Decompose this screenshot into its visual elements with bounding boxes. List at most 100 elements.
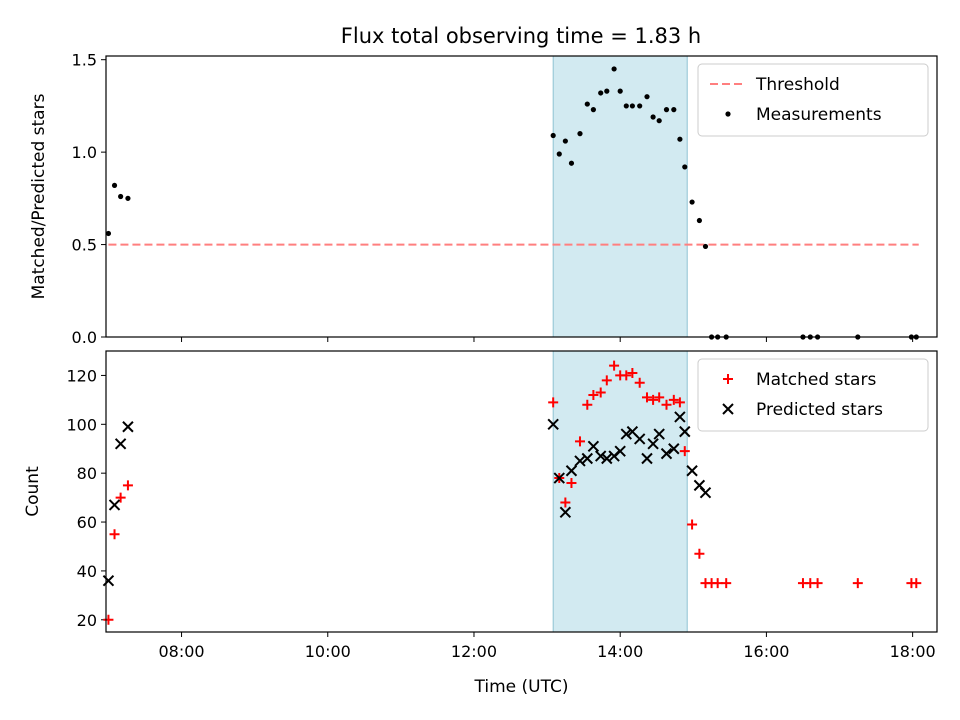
measurement-point <box>111 182 118 189</box>
y-tick-label: 0.5 <box>72 236 97 255</box>
chart-title: Flux total observing time = 1.83 h <box>341 24 701 48</box>
predicted-point <box>574 455 586 467</box>
matched-point <box>642 392 653 403</box>
measurement-point <box>125 195 131 201</box>
matched-point <box>595 387 606 398</box>
matched-point <box>852 578 863 589</box>
predicted-point <box>547 418 559 431</box>
x-tick-label: 08:00 <box>158 642 204 661</box>
ratio-panel: 0.0 0.5 1.0 1.5 Matched/Predicted stars Thr… <box>29 51 938 347</box>
matched-point <box>582 399 593 410</box>
observing-window-shade <box>552 350 688 633</box>
predicted-point <box>122 421 134 433</box>
predicted-point <box>559 506 572 518</box>
matched-point <box>721 578 732 589</box>
matched-point <box>627 367 638 378</box>
x-tick-label: 14:00 <box>597 642 643 661</box>
measurement-point <box>598 90 604 96</box>
ratio-legend: Threshold Measurements <box>697 63 929 137</box>
measurement-point <box>656 118 662 124</box>
measurement-point <box>689 199 695 205</box>
predicted-point <box>594 450 607 462</box>
measurement-point <box>590 107 596 113</box>
legend-swatch <box>723 374 733 384</box>
count-axis-ticks: 20 40 60 80 100 120 08:00 10:00 12:00 14:00 16:00 1… <box>66 366 935 661</box>
measurement-point <box>568 160 575 166</box>
matched-point <box>694 548 705 559</box>
ratio-plot-frame <box>105 55 938 338</box>
measurement-point <box>677 136 683 142</box>
y-tick-label: 40 <box>77 562 97 581</box>
predicted-point <box>565 465 578 477</box>
legend-swatch <box>722 403 734 415</box>
legend-label: Matched stars <box>756 370 876 390</box>
matched-point <box>601 375 612 386</box>
measurement-point <box>702 243 709 250</box>
y-tick-label: 1.5 <box>72 51 97 70</box>
y-tick-label: 120 <box>66 366 97 385</box>
predicted-point <box>686 465 698 477</box>
measurement-point <box>562 138 568 144</box>
matched-point <box>668 394 679 405</box>
count-panel: 20 40 60 80 100 120 08:00 10:00 12:00 14:00 16:00 1… <box>23 350 938 697</box>
matched-point <box>566 477 577 488</box>
predicted-point <box>102 574 115 587</box>
x-axis-label: Time (UTC) <box>474 677 569 697</box>
measurement-point <box>629 103 635 109</box>
matched-point <box>621 370 632 381</box>
predicted-point <box>620 428 632 440</box>
ratio-y-axis-label: Matched/Predicted stars <box>29 93 49 299</box>
measurement-point <box>617 88 623 94</box>
measurement-point <box>696 217 702 224</box>
matched-point <box>911 578 922 589</box>
legend-box <box>697 358 929 432</box>
matched-point <box>674 397 685 408</box>
matched-point <box>109 529 120 540</box>
measurement-point <box>671 107 677 113</box>
matched-point <box>560 497 571 508</box>
y-tick-label: 20 <box>77 611 97 630</box>
predicted-point <box>660 447 673 460</box>
x-tick-label: 12:00 <box>451 642 497 661</box>
predicted-point <box>553 472 565 484</box>
legend-label: Predicted stars <box>756 400 883 420</box>
predicted-point <box>679 425 691 438</box>
predicted-point <box>108 499 121 511</box>
legend-box <box>697 63 929 137</box>
predicted-point <box>633 433 646 445</box>
matched-point <box>712 578 723 589</box>
measurement-point <box>663 107 670 113</box>
measurement-point <box>584 101 590 107</box>
count-legend: Matched stars Predicted stars <box>697 358 929 432</box>
x-tick-label: 16:00 <box>743 642 789 661</box>
matched-point <box>648 394 659 405</box>
measurement-point <box>644 94 650 100</box>
measurement-point <box>611 66 617 72</box>
predicted-point <box>699 487 712 499</box>
predicted-point <box>641 452 653 465</box>
measurement-point <box>637 103 643 109</box>
measurement-point <box>650 114 656 120</box>
measurement-point <box>682 164 688 170</box>
measurement-point <box>105 230 112 237</box>
matched-point <box>574 436 585 447</box>
matched-point <box>588 389 599 400</box>
matched-point <box>115 492 126 503</box>
predicted-point <box>653 428 665 440</box>
matched-point <box>609 360 620 371</box>
count-marks <box>102 360 922 625</box>
matched-point <box>634 377 645 388</box>
legend-swatch <box>725 111 731 117</box>
predicted-point <box>668 443 680 455</box>
y-tick-label: 0.0 <box>72 328 97 347</box>
measurement-point <box>550 132 556 139</box>
legend-label: Measurements <box>756 105 882 125</box>
predicted-point <box>114 438 127 450</box>
ratio-axis-ticks: 0.0 0.5 1.0 1.5 <box>72 51 914 347</box>
y-tick-label: 60 <box>77 513 97 532</box>
y-tick-label: 80 <box>77 464 97 483</box>
measurement-point <box>577 131 583 137</box>
x-tick-label: 18:00 <box>890 642 936 661</box>
matched-point <box>122 480 133 491</box>
